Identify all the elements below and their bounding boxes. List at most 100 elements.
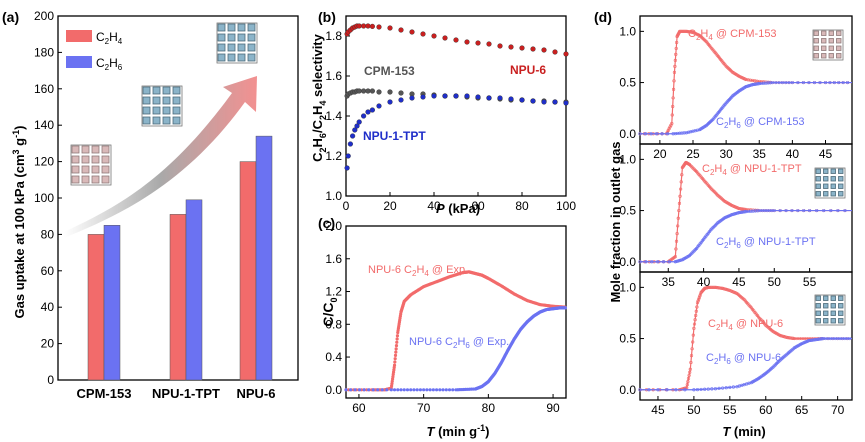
point-C2H6 @ CPM-153: [675, 131, 680, 136]
point-C2H6 @ CPM-153: [818, 80, 822, 85]
x-tick-label: 80: [482, 401, 496, 415]
point-C2H6 @ CPM-153: [671, 132, 675, 136]
point-NPU-6 C2H6 @ Exp.: [431, 388, 435, 392]
point-NPU-1-TPT: [350, 133, 356, 139]
panel-b-label: (b): [318, 9, 336, 25]
crystal-cell: [836, 53, 842, 59]
point-C2H4 @ NPU-1-TPT: [677, 201, 682, 205]
point-CPM-153: [398, 90, 404, 96]
point-NPU-6 C2H6 @ Exp.: [412, 388, 416, 392]
crystal-cell: [101, 155, 110, 164]
point-C2H4 @ CPM-153: [746, 78, 750, 82]
point-C2H6 @ NPU-1-TPT: [790, 208, 794, 213]
point-C2H4 @ NPU-6: [689, 354, 694, 358]
crystal-cell: [162, 116, 171, 125]
crystal-cell: [152, 116, 161, 125]
point-C2H4 @ CPM-153: [671, 87, 676, 91]
point-C2H4 @ CPM-153: [666, 128, 670, 132]
point-NPU-6: [356, 23, 362, 29]
point-NPU-6: [398, 27, 404, 33]
crystal-cell: [838, 318, 844, 324]
point-C2H4 @ NPU-6: [696, 299, 700, 303]
crystal-cell: [830, 295, 836, 301]
crystal-cell: [815, 191, 821, 197]
category-label: CPM-153: [77, 386, 132, 401]
crystal-cell: [838, 295, 844, 301]
point-C2H4 @ NPU-1-TPT: [680, 173, 684, 177]
x-tick-label: 90: [546, 401, 560, 415]
point-C2H4 @ CPM-153: [681, 29, 685, 33]
crystal-frame: [812, 29, 844, 61]
point-NPU-6: [475, 40, 481, 46]
crystal-cell: [152, 106, 161, 115]
crystal-cell: [162, 106, 171, 115]
point-C2H6 @ NPU-6: [848, 336, 852, 341]
point-NPU-6: [519, 45, 525, 51]
panel-d-xlabel: T (min): [722, 424, 765, 439]
point-NPU-1-TPT: [347, 141, 354, 147]
crystal-cell: [830, 303, 836, 309]
point-NPU-6 C2H6 @ Exp.: [563, 306, 567, 310]
point-C2H6 @ CPM-153: [693, 129, 697, 133]
y-tick-label: 1.0: [619, 24, 636, 38]
y-tick-label: 20: [41, 337, 55, 351]
panel-c-ylabel: C/C0: [320, 297, 339, 326]
y-tick-label: 0.0: [619, 127, 636, 141]
crystal-cell: [71, 145, 80, 154]
point-C2H4 @ NPU-6: [694, 313, 698, 318]
point-C2H6 @ NPU-1-TPT: [784, 208, 788, 213]
crystal-cell: [815, 318, 821, 324]
crystal-cell: [813, 38, 819, 44]
crystal-cell: [237, 33, 246, 42]
crystal-cell: [830, 318, 836, 324]
crystal-cell: [813, 45, 819, 51]
crystal-cell: [821, 45, 827, 51]
point-C2H6 @ NPU-1-TPT: [772, 208, 776, 213]
crystal-cell: [823, 295, 829, 301]
y-tick-label: 40: [41, 300, 55, 314]
point-NPU-6 C2H6 @ Exp.: [357, 388, 362, 392]
point-C2H6 @ CPM-153: [780, 80, 785, 85]
bar-C2H4-CPM-153: [87, 234, 105, 381]
point-C2H6 @ CPM-153: [680, 131, 684, 135]
point-C2H4 @ CPM-153: [674, 46, 678, 51]
x-tick-label: 80: [515, 199, 529, 213]
y-tick-label: 1.4: [325, 109, 342, 123]
panel-d-axes: 20 25 30 35 40 45 0.0 0.5 1.0 35 40 45 50 55 0.0 0.5 1.0…: [619, 15, 853, 417]
crystal-cell: [836, 38, 842, 44]
crystal-cell: [823, 168, 829, 174]
point-NPU-1-TPT: [453, 93, 459, 99]
point-C2H4 @ NPU-6: [685, 383, 689, 387]
x-tick-label: 35: [753, 147, 767, 161]
point-C2H6 @ CPM-153: [837, 80, 841, 85]
y-tick-label: 1.8: [325, 29, 342, 43]
panel-d-ylabel: Mole fraction in outlet gas: [608, 141, 623, 302]
point-C2H6 @ NPU-6: [656, 388, 660, 392]
point-C2H6 @ NPU-1-TPT: [650, 260, 654, 264]
crystal-cell: [237, 43, 246, 52]
point-C2H6 @ CPM-153: [682, 131, 686, 135]
point-C2H4 @ CPM-153: [744, 77, 748, 82]
point-C2H4 @ NPU-6: [697, 297, 701, 301]
crystal-cell: [823, 303, 829, 309]
crystal-cell: [142, 106, 151, 115]
point-C2H4 @ CPM-153: [671, 96, 675, 100]
point-CPM-153: [361, 88, 367, 94]
point-NPU-6 C2H6 @ Exp.: [385, 388, 389, 392]
panel-c-xlabel: T (min g-1): [427, 423, 490, 439]
point-C2H6 @ NPU-6: [638, 388, 642, 392]
label-npu1tpt: NPU-1-TPT: [363, 129, 426, 143]
point-C2H6 @ NPU-6: [647, 388, 651, 392]
point-NPU-6 C2H6 @ Exp.: [367, 388, 371, 392]
point-C2H6 @ CPM-153: [774, 80, 778, 85]
point-C2H6 @ CPM-153: [790, 80, 794, 85]
point-NPU-6 C2H6 @ Exp.: [392, 388, 397, 392]
crystal-cell: [823, 310, 829, 316]
point-NPU-6 C2H4 @ Exp.: [392, 363, 397, 367]
axis-frame: [639, 271, 853, 401]
point-CPM-153: [387, 89, 393, 95]
point-NPU-6: [552, 49, 558, 55]
label-d1-c2h6: C2H6 @ CPM-153: [716, 116, 805, 130]
point-NPU-6 C2H6 @ Exp.: [380, 388, 384, 392]
